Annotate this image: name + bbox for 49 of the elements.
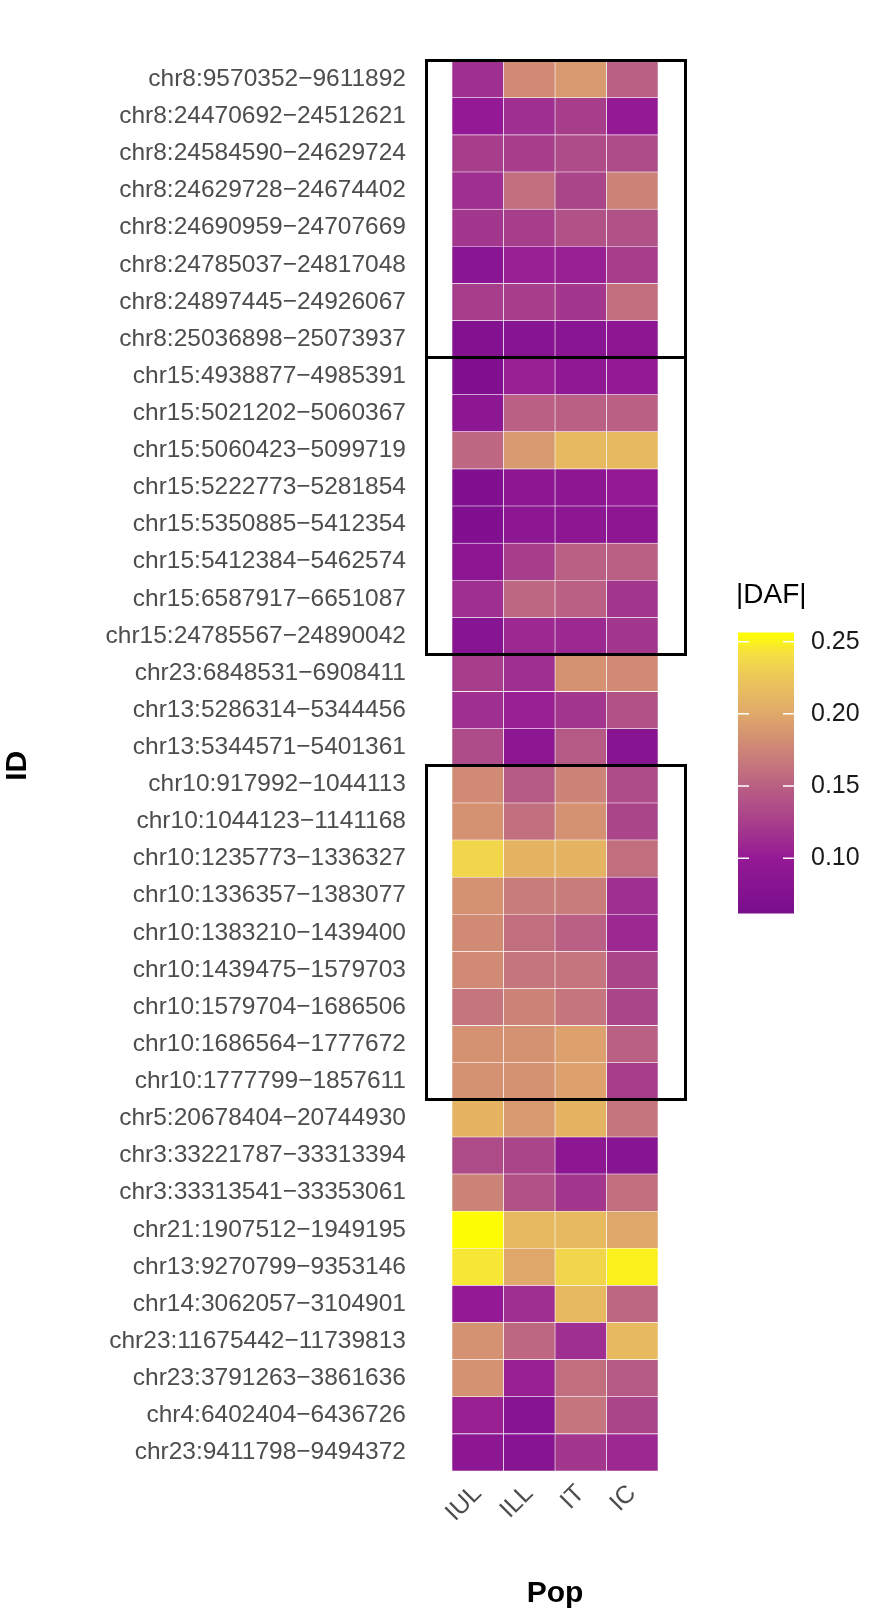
y-tick-label: chr10:1579704−1686506	[132, 991, 406, 1019]
y-tick-label: chr10:1044123−1141168	[136, 806, 406, 834]
y-tick-label: chr8:24897445−24926067	[119, 286, 406, 314]
y-tick-label: chr15:5412384−5462574	[132, 546, 406, 574]
y-tick-label: chr4:6402404−6436726	[146, 1400, 406, 1428]
y-axis-title: ID	[0, 750, 33, 781]
y-tick-label: chr10:1686564−1777672	[132, 1028, 406, 1056]
color-bar-title: |DAF|	[736, 578, 807, 609]
y-tick-label: chr8:24690959−24707669	[119, 212, 406, 240]
y-tick-label: chr10:917992−1044113	[148, 769, 406, 797]
x-tick-label: ILL	[493, 1478, 538, 1523]
y-tick-label: chr8:24584590−24629724	[119, 138, 406, 166]
y-tick-label: chr8:24785037−24817048	[119, 249, 406, 277]
y-tick-label: chr13:5344571−5401361	[132, 732, 406, 760]
y-tick-label: chr23:9411798−9494372	[134, 1437, 406, 1465]
y-tick-label: chr10:1383210−1439400	[132, 917, 406, 945]
y-tick-label: chr21:1907512−1949195	[132, 1214, 406, 1242]
y-tick-label: chr3:33221787−33313394	[119, 1140, 406, 1168]
y-tick-label: chr10:1439475−1579703	[132, 954, 406, 982]
x-axis-title: Pop	[526, 1575, 584, 1609]
y-tick-label: chr15:6587917−6651087	[132, 583, 406, 611]
y-tick-label: chr8:24470692−24512621	[119, 101, 406, 129]
y-tick-label: chr10:1777799−1857611	[134, 1066, 406, 1094]
y-tick-label: chr15:4938877−4985391	[132, 360, 406, 388]
y-tick-label: chr13:5286314−5344456	[132, 694, 406, 722]
x-tick-label: IT	[553, 1478, 590, 1514]
y-tick-label: chr15:5222773−5281854	[132, 472, 406, 500]
y-tick-label: chr5:20678404−20744930	[119, 1103, 406, 1131]
y-tick-label: chr15:24785567−24890042	[105, 620, 406, 648]
x-tick-label: IC	[603, 1478, 641, 1516]
y-tick-label: chr10:1336357−1383077	[132, 880, 406, 908]
color-bar-label: 0.25	[811, 625, 860, 654]
y-tick-label: chr14:3062057−3104901	[132, 1288, 406, 1316]
x-tick-label: IUL	[438, 1478, 487, 1526]
y-tick-label: chr10:1235773−1336327	[132, 843, 406, 871]
y-tick-label: chr23:11675442−11739813	[109, 1325, 406, 1353]
y-tick-label: chr8:25036898−25073937	[119, 323, 406, 351]
y-tick-label: chr15:5021202−5060367	[132, 398, 406, 426]
y-tick-label: chr23:6848531−6908411	[134, 657, 406, 685]
y-tick-label: chr15:5060423−5099719	[132, 435, 406, 463]
y-tick-label: chr8:9570352−9611892	[148, 64, 406, 92]
y-tick-label: chr23:3791263−3861636	[132, 1362, 406, 1390]
y-tick-label: chr15:5350885−5412354	[132, 509, 406, 537]
y-tick-label: chr13:9270799−9353146	[132, 1251, 406, 1279]
color-bar-label: 0.10	[811, 842, 860, 871]
color-bar-label: 0.20	[811, 697, 860, 726]
y-tick-label: chr8:24629728−24674402	[119, 175, 406, 203]
y-tick-label: chr3:33313541−33353061	[119, 1177, 406, 1205]
color-bar-label: 0.15	[811, 769, 860, 798]
